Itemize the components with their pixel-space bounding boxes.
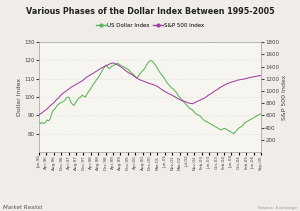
Legend: US Dollar Index, S&P 500 Index: US Dollar Index, S&P 500 Index (93, 21, 207, 30)
Text: Various Phases of the Dollar Index Between 1995-2005: Various Phases of the Dollar Index Betwe… (26, 7, 274, 16)
Y-axis label: Dollar Index: Dollar Index (16, 78, 22, 116)
Text: Source: Exchange: Source: Exchange (258, 206, 297, 210)
Y-axis label: S&P 500 Index: S&P 500 Index (282, 74, 287, 120)
Text: Market Realist: Market Realist (3, 205, 42, 210)
